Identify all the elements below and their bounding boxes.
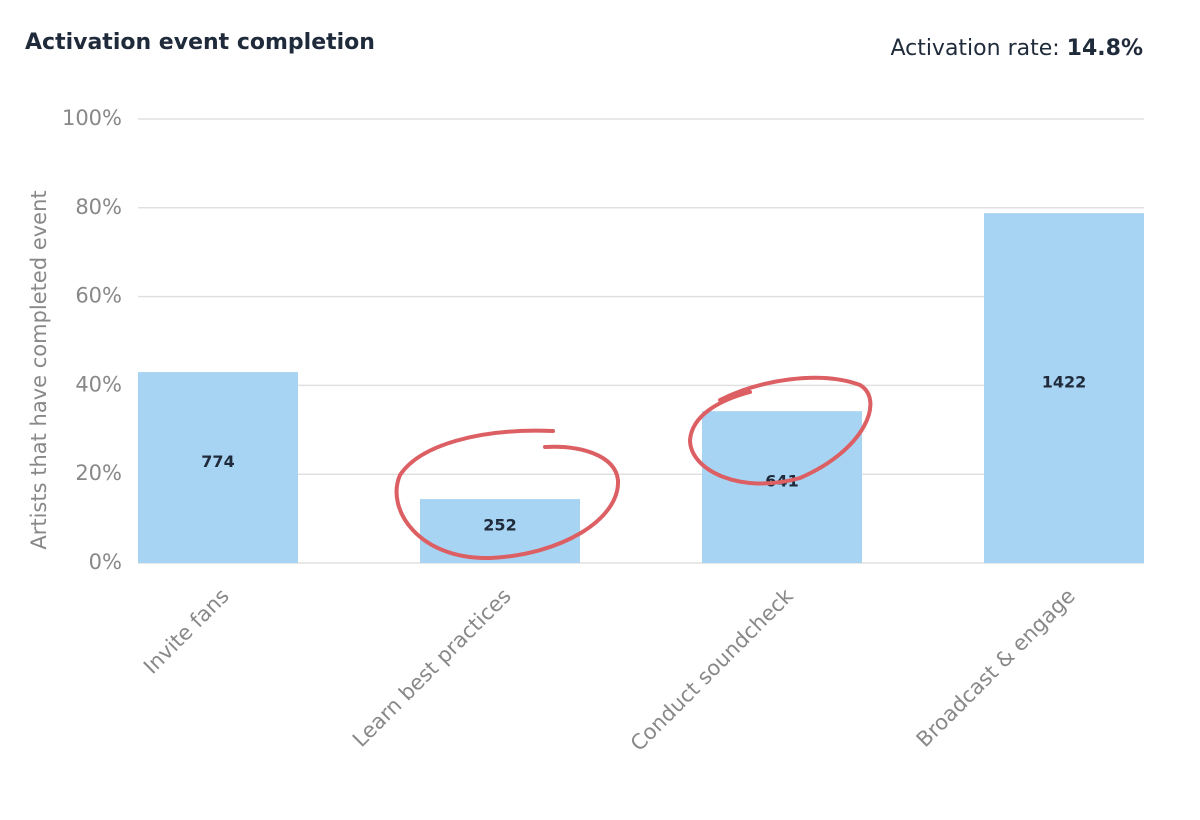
rate: Activation rate: 14.8% [890,36,1143,61]
annotations [394,375,873,561]
annotation-circle [687,375,873,486]
x-tick-label: Invite fans [139,584,234,679]
bar [702,411,862,563]
value-label: 774 [201,452,234,471]
y-tick-label: 60% [75,284,122,308]
bar [138,372,298,563]
bar [984,213,1144,564]
y-tick-label: 0% [89,550,122,574]
rate-label: Activation rate: [890,36,1059,61]
x-tick-label: Broadcast & engage [912,584,1080,752]
rate-value: 14.8% [1067,36,1143,61]
y-tick-label: 40% [75,372,122,396]
y-axis-label: Artists that have completed event [27,190,51,549]
x-tick-label: Learn best practices [348,584,516,752]
value-label: 1422 [1042,373,1087,392]
annotation-circle [394,428,621,561]
plot: 0% 20% 40% 60% 80% 100% 774 Invite fans 252 Learn… [62,106,1144,756]
value-label: 252 [483,516,516,535]
chart-title: Activation event completion [25,30,375,55]
y-tick-label: 80% [75,195,122,219]
y-tick-label: 100% [62,106,122,130]
y-tick-label: 20% [75,461,122,485]
x-tick-label: Conduct soundcheck [626,583,799,756]
